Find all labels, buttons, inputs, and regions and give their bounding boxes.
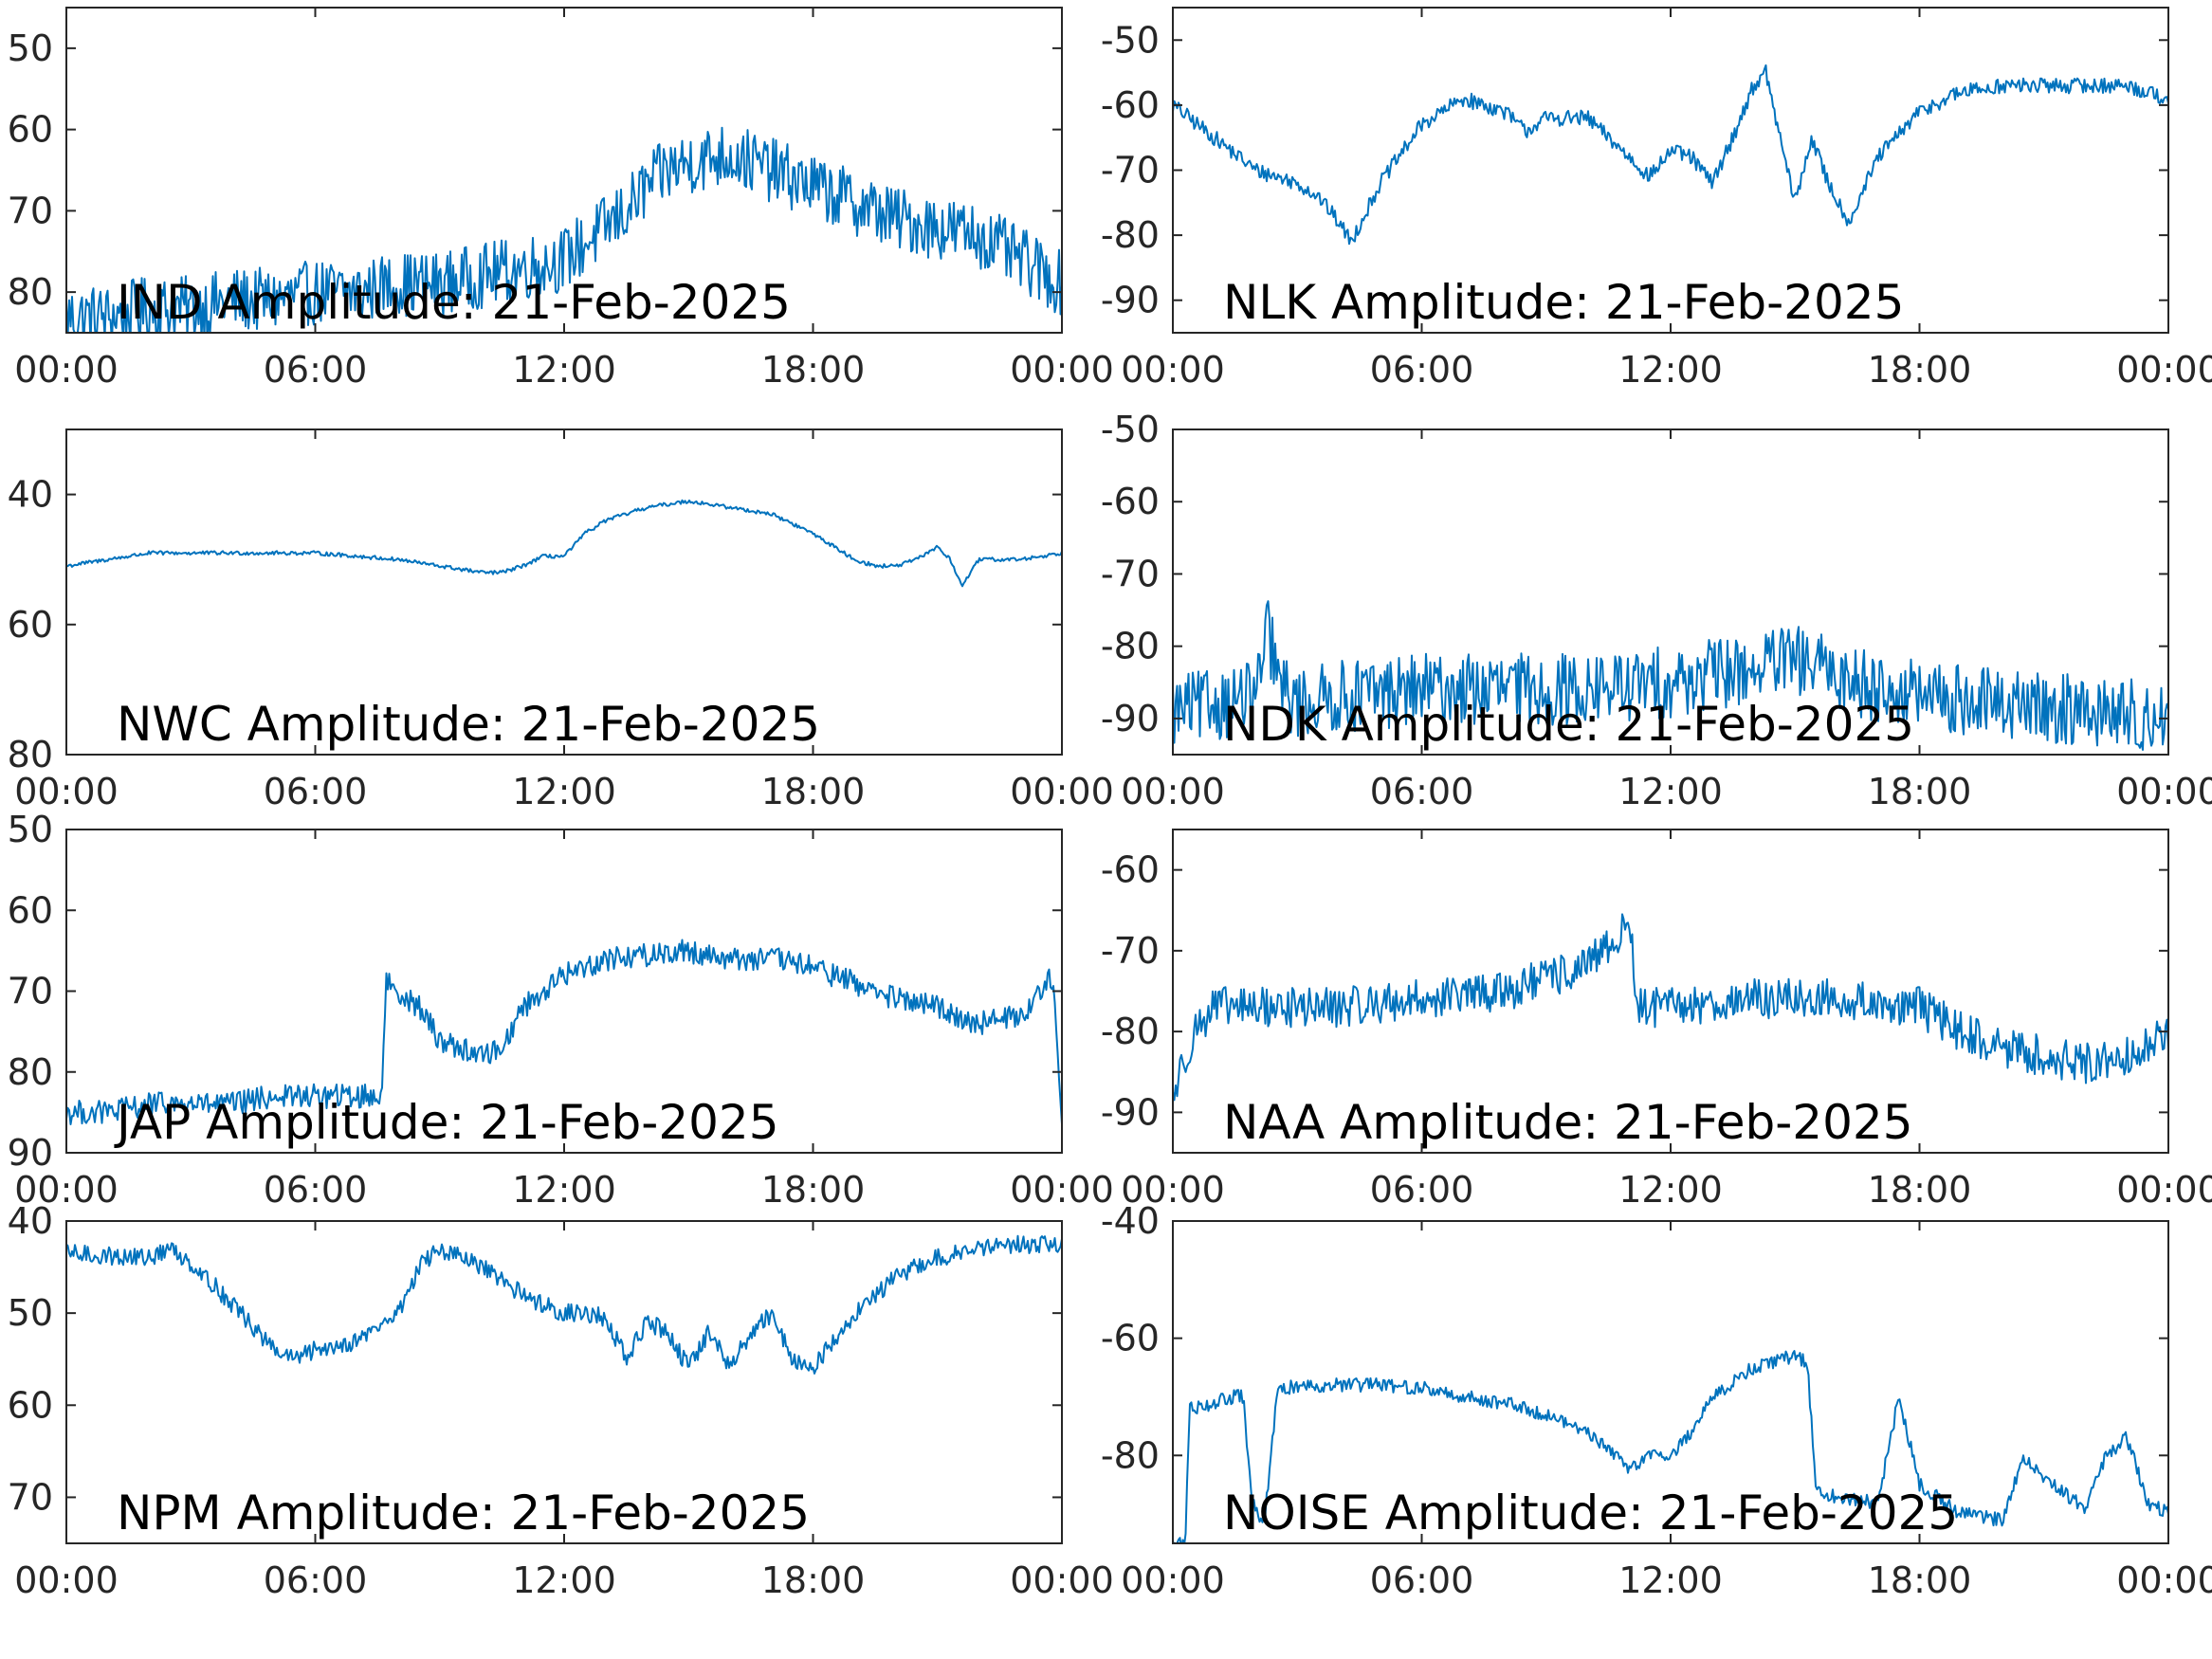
x-tick-label: 00:00 (14, 1169, 119, 1211)
y-tick-label: -50 (1101, 19, 1160, 61)
y-tick-label: 50 (8, 809, 53, 850)
y-tick-label: -70 (1101, 150, 1160, 191)
chart-panel-3: 00:00 06:00 12:00 18:00 00:00 40 60 80 NWC Ampli… (8, 428, 1114, 812)
y-tick-label: 70 (8, 971, 53, 1012)
series-line (1173, 600, 2168, 751)
y-tick-label: -60 (1101, 849, 1160, 891)
series-line (66, 939, 1062, 1125)
x-tick-label: 06:00 (1370, 1169, 1474, 1211)
series-line (1173, 1350, 2168, 1543)
x-tick-label: 12:00 (1618, 771, 1723, 812)
x-tick-label: 00:00 (1010, 1169, 1114, 1211)
x-tick-label: 18:00 (1868, 349, 1972, 391)
series-line (66, 499, 1062, 588)
panel-title: NOISE Amplitude: 21-Feb-2025 (1223, 1486, 1958, 1540)
y-tick-label: 40 (8, 474, 53, 516)
x-tick-label: 00:00 (1121, 1559, 1225, 1601)
panel-title: NDK Amplitude: 21-Feb-2025 (1223, 697, 1914, 752)
x-tick-label: 18:00 (761, 1559, 866, 1601)
panel-title: NLK Amplitude: 21-Feb-2025 (1223, 275, 1904, 330)
x-tick-label: 06:00 (1370, 349, 1474, 391)
x-tick-label: 06:00 (264, 349, 368, 391)
panel-title: JAP Amplitude: 21-Feb-2025 (114, 1095, 779, 1150)
y-tick-label: -80 (1101, 1011, 1160, 1052)
y-tick-label: 70 (8, 1476, 53, 1518)
panel-title: NWC Amplitude: 21-Feb-2025 (117, 697, 820, 752)
y-tick-label: -60 (1101, 481, 1160, 522)
x-tick-label: 18:00 (1868, 1169, 1972, 1211)
y-tick-label: -90 (1101, 280, 1160, 321)
y-tick-label: 60 (8, 604, 53, 646)
y-tick-label: -90 (1101, 698, 1160, 739)
y-tick-label: 60 (8, 1384, 53, 1426)
y-tick-label: -80 (1101, 214, 1160, 256)
x-tick-label: 00:00 (14, 771, 119, 812)
chart-panel-2: 00:00 06:00 12:00 18:00 00:00 -50 -60 -70 -80 -90… (1101, 7, 2212, 391)
series-line (66, 126, 1062, 333)
x-tick-label: 06:00 (264, 1559, 368, 1601)
x-tick-label: 00:00 (1121, 771, 1225, 812)
x-tick-label: 12:00 (1618, 349, 1723, 391)
x-tick-label: 00:00 (1121, 1169, 1225, 1211)
x-tick-label: 00:00 (2116, 1169, 2212, 1211)
y-tick-label: 50 (8, 1292, 53, 1334)
y-tick-label: -80 (1101, 1434, 1160, 1476)
y-tick-label: 60 (8, 889, 53, 931)
x-tick-label: 12:00 (512, 349, 616, 391)
x-tick-label: 06:00 (264, 771, 368, 812)
x-tick-label: 18:00 (1868, 771, 1972, 812)
chart-panel-4: 00:00 06:00 12:00 18:00 00:00 -50 -60 -70 -80 -90… (1101, 409, 2212, 812)
panel-title: NPM Amplitude: 21-Feb-2025 (117, 1486, 810, 1540)
y-tick-label: -60 (1101, 1318, 1160, 1359)
x-tick-label: 06:00 (264, 1169, 368, 1211)
y-tick-label: -70 (1101, 930, 1160, 972)
x-tick-label: 18:00 (1868, 1559, 1972, 1601)
x-tick-label: 00:00 (14, 349, 119, 391)
x-tick-label: 18:00 (761, 1169, 866, 1211)
chart-panel-6: 00:00 06:00 12:00 18:00 00:00 -60 -70 -80 -90 NAA… (1101, 829, 2212, 1211)
y-tick-label: -60 (1101, 84, 1160, 126)
x-tick-label: 00:00 (1010, 1559, 1114, 1601)
chart-panel-7: 00:00 06:00 12:00 18:00 00:00 40 50 60 70 NPM Amp… (8, 1200, 1114, 1601)
panel-title: NAA Amplitude: 21-Feb-2025 (1223, 1095, 1913, 1150)
panel-title: IND Amplitude: 21-Feb-2025 (117, 275, 791, 330)
x-tick-label: 12:00 (1618, 1169, 1723, 1211)
x-tick-label: 00:00 (14, 1559, 119, 1601)
x-tick-label: 12:00 (512, 1559, 616, 1601)
y-tick-label: 80 (8, 1051, 53, 1093)
x-tick-label: 06:00 (1370, 771, 1474, 812)
x-tick-label: 18:00 (761, 771, 866, 812)
y-tick-label: 90 (8, 1132, 53, 1174)
x-tick-label: 06:00 (1370, 1559, 1474, 1601)
y-tick-label: -70 (1101, 553, 1160, 594)
x-tick-label: 00:00 (1010, 349, 1114, 391)
x-tick-label: 12:00 (1618, 1559, 1723, 1601)
y-tick-label: -80 (1101, 626, 1160, 667)
chart-panel-8: 00:00 06:00 12:00 18:00 00:00 -40 -60 -80 NOISE … (1101, 1200, 2212, 1601)
chart-panel-1: 00:00 06:00 12:00 18:00 00:00 50 60 70 80 IND Amp… (8, 7, 1114, 391)
series-line (1173, 64, 2168, 246)
x-tick-label: 12:00 (512, 771, 616, 812)
x-tick-label: 00:00 (1010, 771, 1114, 812)
y-tick-label: -50 (1101, 409, 1160, 450)
y-tick-label: 80 (8, 734, 53, 775)
x-tick-label: 18:00 (761, 349, 866, 391)
x-tick-label: 00:00 (2116, 1559, 2212, 1601)
x-tick-label: 00:00 (2116, 771, 2212, 812)
y-tick-label: 50 (8, 27, 53, 69)
series-line (1173, 913, 2168, 1102)
x-tick-label: 00:00 (2116, 349, 2212, 391)
chart-panel-5: 00:00 06:00 12:00 18:00 00:00 50 60 70 80 90 JAP A… (8, 809, 1114, 1211)
y-tick-label: 40 (8, 1200, 53, 1242)
x-tick-label: 12:00 (512, 1169, 616, 1211)
y-tick-label: 80 (8, 271, 53, 313)
y-tick-label: 60 (8, 109, 53, 151)
y-tick-label: -90 (1101, 1091, 1160, 1133)
y-tick-label: -40 (1101, 1200, 1160, 1242)
series-line (66, 1234, 1062, 1375)
x-tick-label: 00:00 (1121, 349, 1225, 391)
y-tick-label: 70 (8, 190, 53, 231)
